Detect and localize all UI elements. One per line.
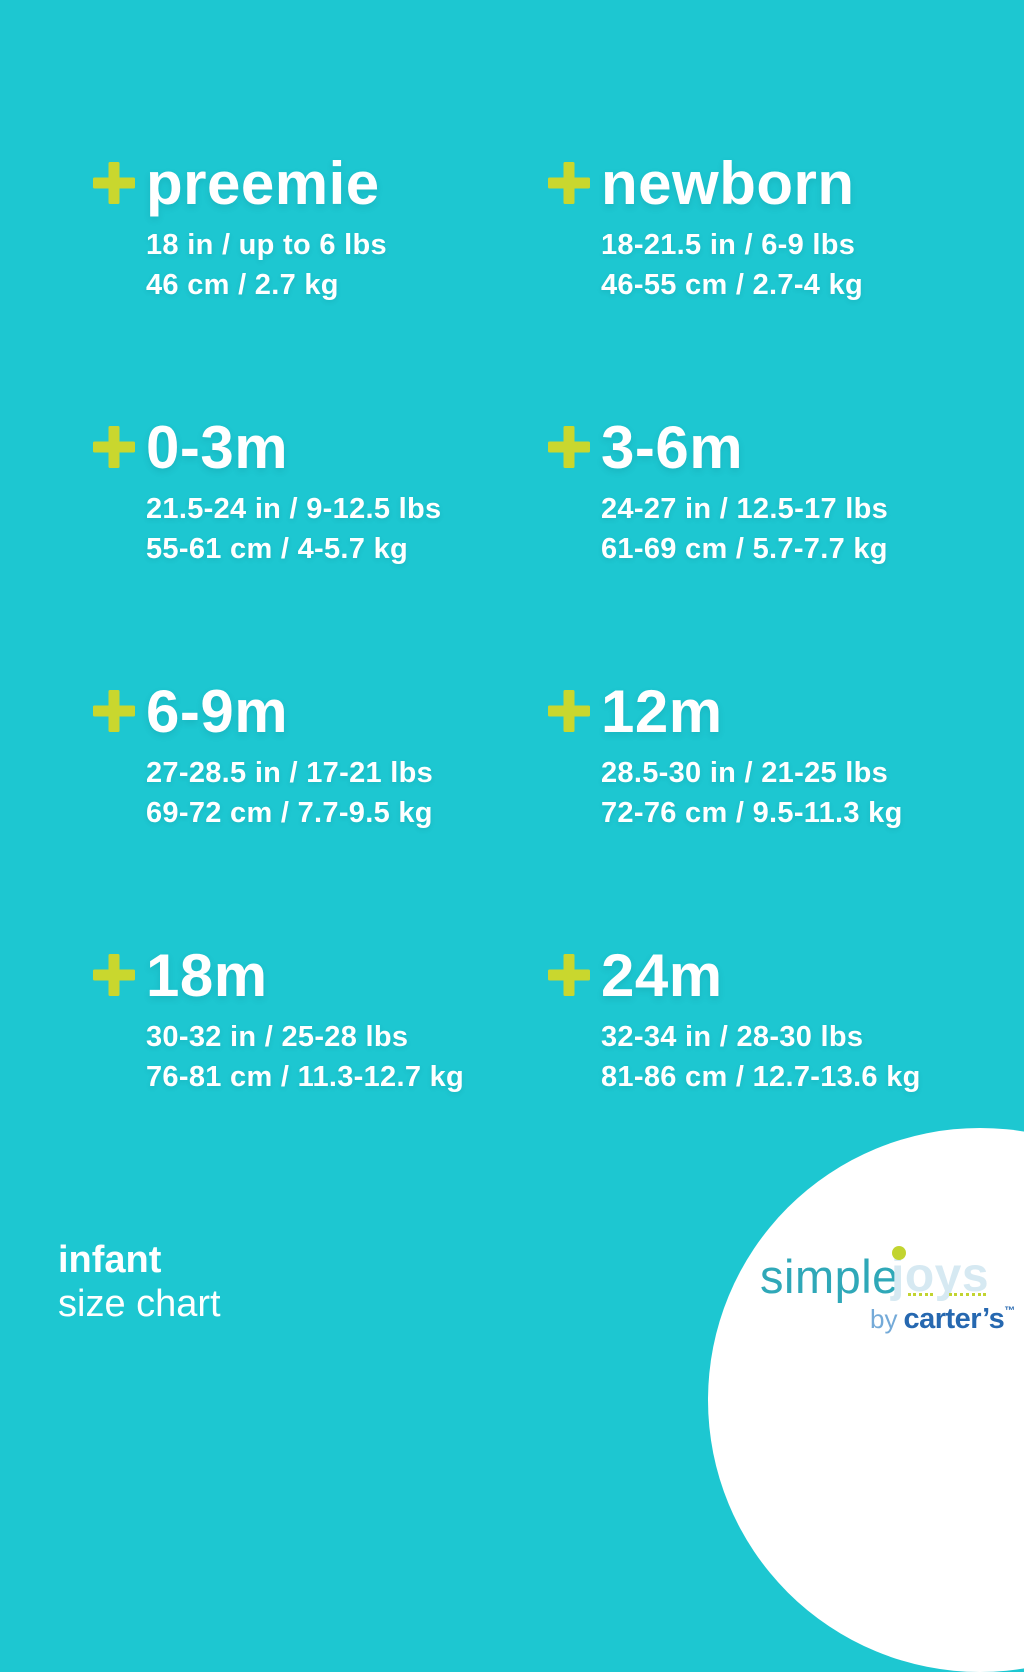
logo-carters-text: carter’s™	[903, 1303, 1015, 1336]
logo-byline: by carter’s™	[870, 1303, 1015, 1336]
size-entry-newborn: newborn 18-21.5 in / 6-9 lbs 46-55 cm / …	[548, 154, 953, 418]
size-label: 12m	[601, 678, 723, 745]
plus-icon	[93, 162, 135, 204]
size-imperial: 32-34 in / 28-30 lbs	[601, 1021, 864, 1053]
size-metric: 72-76 cm / 9.5-11.3 kg	[601, 797, 903, 829]
size-entry-text: 24m 32-34 in / 28-30 lbs 81-86 cm / 12.7…	[601, 946, 921, 1097]
trademark-symbol: ™	[1004, 1305, 1015, 1317]
size-imperial: 18-21.5 in / 6-9 lbs	[601, 229, 856, 261]
size-entry-text: newborn 18-21.5 in / 6-9 lbs 46-55 cm / …	[601, 154, 863, 305]
size-label: 6-9m	[146, 678, 289, 745]
size-metric: 81-86 cm / 12.7-13.6 kg	[601, 1061, 921, 1093]
size-grid: preemie 18 in / up to 6 lbs 46 cm / 2.7 …	[93, 154, 953, 1210]
chart-title-bold: infant	[58, 1239, 162, 1281]
chart-title: infant size chart	[58, 1238, 221, 1326]
size-imperial: 24-27 in / 12.5-17 lbs	[601, 493, 889, 525]
size-entry-preemie: preemie 18 in / up to 6 lbs 46 cm / 2.7 …	[93, 154, 548, 418]
logo-dotted-underline-right	[949, 1292, 986, 1296]
size-imperial: 27-28.5 in / 17-21 lbs	[146, 757, 434, 789]
size-metric: 61-69 cm / 5.7-7.7 kg	[601, 533, 888, 565]
size-entry-text: 6-9m 27-28.5 in / 17-21 lbs 69-72 cm / 7…	[146, 682, 433, 833]
size-metric: 46-55 cm / 2.7-4 kg	[601, 269, 864, 301]
size-entry-0-3m: 0-3m 21.5-24 in / 9-12.5 lbs 55-61 cm / …	[93, 418, 548, 682]
size-chart-page: preemie 18 in / up to 6 lbs 46 cm / 2.7 …	[0, 0, 1024, 1365]
size-metric: 55-61 cm / 4-5.7 kg	[146, 533, 409, 565]
plus-icon	[93, 690, 135, 732]
size-entry-3-6m: 3-6m 24-27 in / 12.5-17 lbs 61-69 cm / 5…	[548, 418, 953, 682]
size-entry-6-9m: 6-9m 27-28.5 in / 17-21 lbs 69-72 cm / 7…	[93, 682, 548, 946]
size-metric: 76-81 cm / 11.3-12.7 kg	[146, 1061, 465, 1093]
size-entry-text: 3-6m 24-27 in / 12.5-17 lbs 61-69 cm / 5…	[601, 418, 888, 569]
plus-icon	[548, 954, 590, 996]
size-entry-text: preemie 18 in / up to 6 lbs 46 cm / 2.7 …	[146, 154, 387, 305]
size-entry-text: 0-3m 21.5-24 in / 9-12.5 lbs 55-61 cm / …	[146, 418, 441, 569]
size-label: 0-3m	[146, 414, 289, 481]
size-label: newborn	[601, 150, 855, 217]
size-imperial: 18 in / up to 6 lbs	[146, 229, 387, 261]
size-entry-12m: 12m 28.5-30 in / 21-25 lbs 72-76 cm / 9.…	[548, 682, 953, 946]
plus-icon	[548, 426, 590, 468]
logo-simple-text: simple	[760, 1250, 899, 1303]
logo-carters-word: carter’s	[903, 1303, 1005, 1335]
size-metric: 69-72 cm / 7.7-9.5 kg	[146, 797, 433, 829]
logo-dotted-underline-left	[908, 1292, 933, 1296]
size-entry-text: 12m 28.5-30 in / 21-25 lbs 72-76 cm / 9.…	[601, 682, 903, 833]
plus-icon	[93, 426, 135, 468]
size-label: 3-6m	[601, 414, 744, 481]
plus-icon	[548, 690, 590, 732]
size-imperial: 21.5-24 in / 9-12.5 lbs	[146, 493, 442, 525]
logo-by-text: by	[870, 1304, 898, 1334]
size-imperial: 30-32 in / 25-28 lbs	[146, 1021, 409, 1053]
chart-title-regular: size chart	[58, 1283, 221, 1325]
size-entry-text: 18m 30-32 in / 25-28 lbs 76-81 cm / 11.3…	[146, 946, 464, 1097]
size-entry-24m: 24m 32-34 in / 28-30 lbs 81-86 cm / 12.7…	[548, 946, 953, 1210]
plus-icon	[93, 954, 135, 996]
size-imperial: 28.5-30 in / 21-25 lbs	[601, 757, 889, 789]
size-label: 18m	[146, 942, 268, 1009]
size-entry-18m: 18m 30-32 in / 25-28 lbs 76-81 cm / 11.3…	[93, 946, 548, 1210]
logo-joys-text: joys	[891, 1249, 990, 1302]
size-metric: 46 cm / 2.7 kg	[146, 269, 339, 301]
logo-j-dot-icon	[892, 1246, 906, 1260]
size-label: 24m	[601, 942, 723, 1009]
plus-icon	[548, 162, 590, 204]
size-label: preemie	[146, 150, 380, 217]
